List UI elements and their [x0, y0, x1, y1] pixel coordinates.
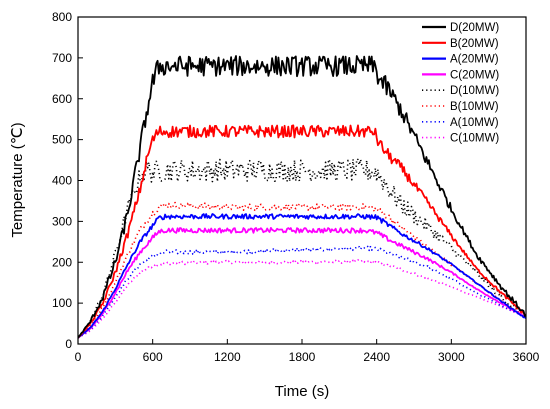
x-tick-label: 600 — [143, 350, 163, 364]
y-tick-label: 600 — [52, 92, 72, 106]
x-tick-label: 3600 — [513, 350, 540, 364]
legend-label: D(10MW) — [450, 85, 499, 97]
y-tick-label: 500 — [52, 133, 72, 147]
y-tick-label: 400 — [52, 174, 72, 188]
legend-label: B(20MW) — [450, 38, 499, 50]
y-tick-label: 300 — [52, 214, 72, 228]
x-tick-label: 3000 — [438, 350, 465, 364]
y-tick-label: 200 — [52, 255, 72, 269]
legend-label: C(20MW) — [450, 69, 499, 81]
legend-label: B(10MW) — [450, 101, 499, 113]
x-axis-title: Time (s) — [275, 383, 329, 400]
y-tick-label: 700 — [52, 51, 72, 65]
series-line-A(10MW) — [78, 245, 526, 339]
y-tick-label: 800 — [52, 10, 72, 24]
series-line-D(20MW) — [78, 55, 526, 339]
y-tick-label: 100 — [52, 296, 72, 310]
x-tick-label: 1800 — [289, 350, 316, 364]
legend-label: D(20MW) — [450, 22, 499, 34]
series-line-C(10MW) — [78, 259, 526, 339]
series-line-C(20MW) — [78, 226, 526, 339]
x-tick-label: 2400 — [363, 350, 390, 364]
series-line-B(10MW) — [78, 201, 526, 339]
axes-layer: 0 600 1200 1800 2400 3000 3600 0 100 200 300 400 500… — [52, 10, 540, 364]
legend-label: C(10MW) — [450, 133, 499, 145]
x-tick-label: 0 — [75, 350, 82, 364]
legend: D(20MW) B(20MW) A(20MW) C(20MW) D(10MW) B(10M… — [422, 22, 499, 145]
y-tick-label: 0 — [65, 337, 72, 351]
legend-label: A(10MW) — [450, 117, 499, 129]
legend-label: A(20MW) — [450, 54, 499, 66]
series-line-A(20MW) — [78, 213, 526, 339]
x-tick-label: 1200 — [214, 350, 241, 364]
series-line-B(20MW) — [78, 124, 526, 339]
series-layer — [78, 55, 526, 339]
y-axis-title: Temperature (℃) — [9, 122, 26, 237]
